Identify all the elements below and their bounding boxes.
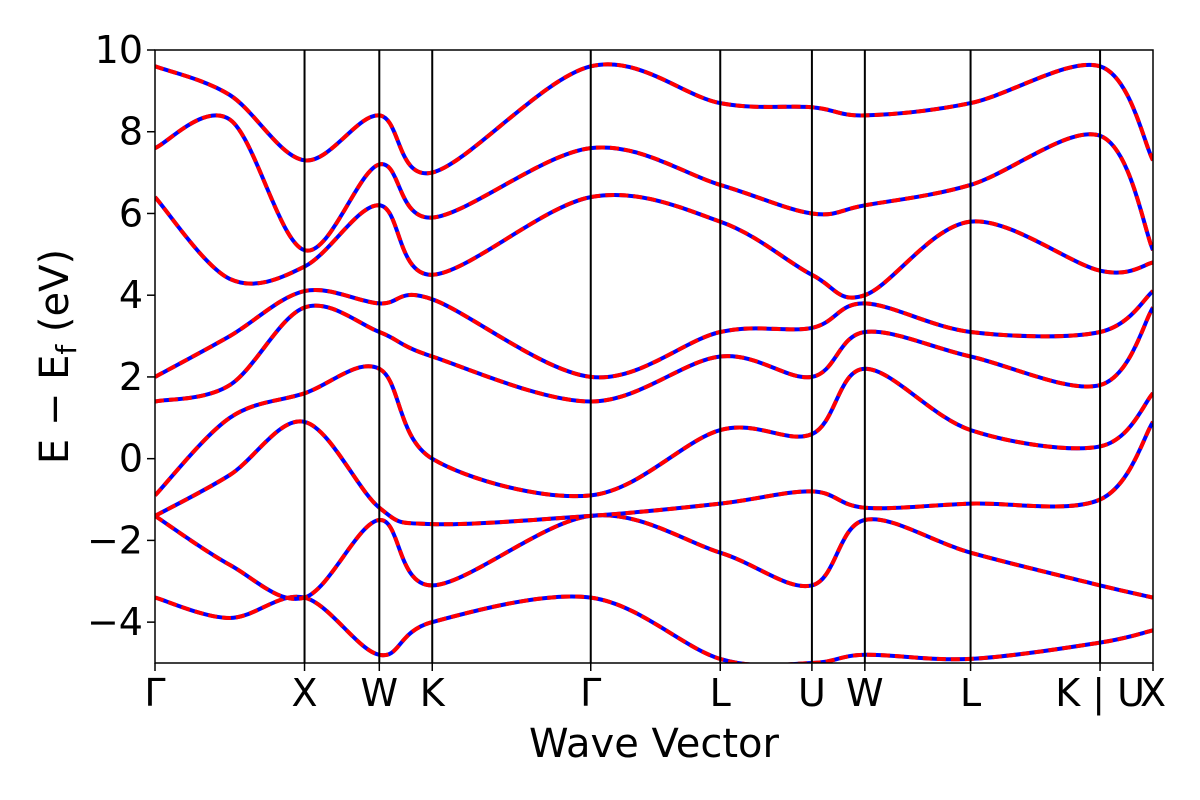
y-tick-label: 10 — [95, 28, 143, 72]
x-tick-label: U — [798, 671, 826, 715]
y-axis-label-unit — [32, 332, 78, 345]
y-axis-label-unit-text: (eV) — [32, 249, 78, 332]
x-tick-label: W — [846, 671, 884, 715]
y-tick-label: 2 — [119, 355, 143, 399]
x-tick-label: L — [960, 671, 981, 715]
band-fit-8 — [155, 113, 1153, 253]
x-tick-label: X — [1140, 671, 1166, 715]
y-axis: 10 8 6 4 2 0 −2 −4 — [87, 28, 155, 644]
axes-frame — [154, 49, 1154, 664]
y-tick-label: −2 — [87, 518, 143, 562]
y-axis-label-main: E − E — [32, 355, 78, 465]
x-tick-label: K — [420, 671, 446, 715]
x-tick-label: W — [361, 671, 399, 715]
x-tick-label: X — [292, 671, 318, 715]
x-tick-label: K | U — [1055, 671, 1145, 716]
y-tick-label: 0 — [119, 437, 143, 481]
band-fit-9 — [155, 62, 1153, 176]
x-axis-label: Wave Vector — [529, 721, 780, 767]
y-tick-label: 4 — [119, 273, 143, 317]
y-tick-label: 6 — [119, 191, 143, 235]
plot-area — [154, 49, 1154, 664]
y-tick-label: −4 — [87, 600, 143, 644]
y-tick-label: 8 — [119, 110, 143, 154]
band-fit-3 — [155, 419, 1153, 527]
x-tick-label: Γ — [144, 671, 165, 715]
y-axis-label: E − Ef (eV) — [32, 249, 83, 464]
kpoint-lines — [303, 50, 1102, 663]
y-axis-label-subscript: f — [50, 344, 83, 355]
x-tick-label: L — [710, 671, 731, 715]
x-tick-label: Γ — [580, 671, 601, 715]
